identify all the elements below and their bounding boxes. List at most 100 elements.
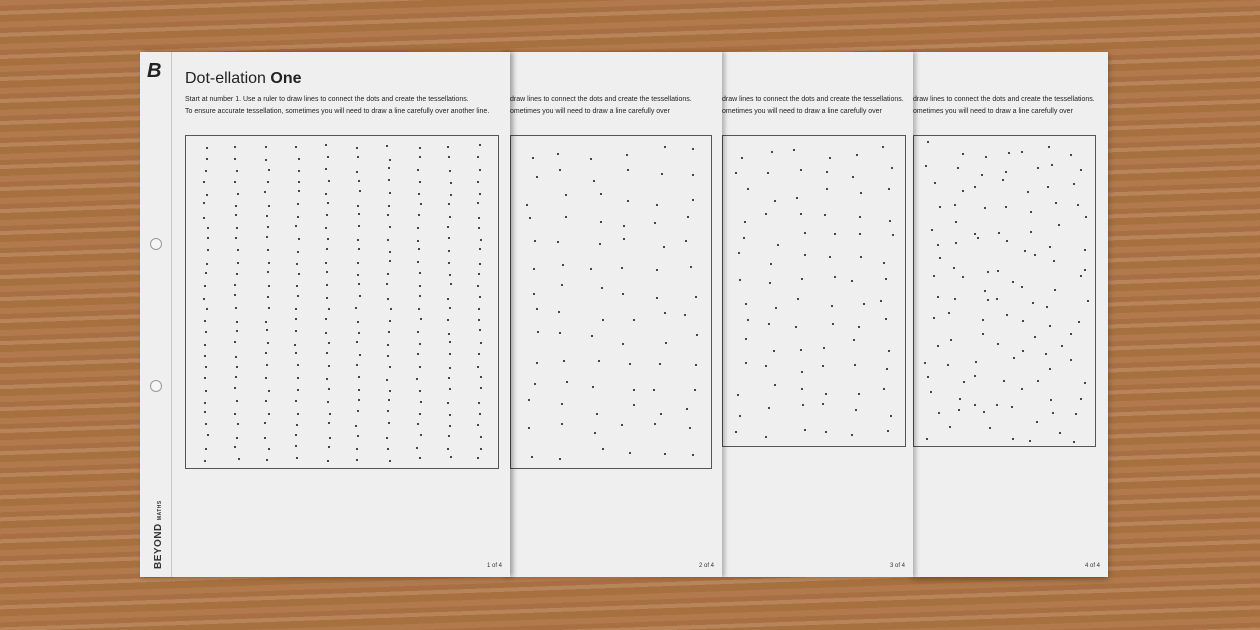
dot	[236, 423, 239, 426]
dot	[591, 386, 594, 389]
dot	[739, 279, 742, 282]
dot	[234, 213, 237, 216]
dot	[418, 343, 421, 346]
dot	[204, 422, 207, 425]
dot	[356, 341, 359, 344]
title-text: Dot-ellation	[185, 70, 266, 87]
dot	[295, 263, 298, 266]
dot	[297, 158, 300, 161]
dot	[389, 307, 392, 310]
dot	[267, 180, 269, 183]
dot	[205, 308, 208, 311]
dot	[962, 275, 965, 278]
dot	[324, 144, 327, 147]
dot	[295, 434, 298, 437]
dot	[800, 278, 803, 280]
dot	[236, 320, 239, 323]
dot	[853, 338, 856, 341]
dot-grid	[185, 135, 499, 469]
dot	[1001, 178, 1004, 181]
dot	[1007, 152, 1010, 155]
dot	[418, 213, 421, 216]
dot	[663, 312, 666, 315]
dot	[1054, 201, 1057, 204]
dot	[1052, 412, 1055, 415]
dot	[358, 389, 361, 392]
dot	[695, 295, 698, 298]
dot	[419, 295, 422, 297]
dot	[477, 318, 480, 321]
dot	[981, 319, 984, 322]
dot	[1076, 203, 1079, 206]
dot	[387, 204, 390, 207]
dot	[235, 376, 238, 379]
dot	[930, 229, 933, 232]
dot	[923, 362, 926, 365]
dot	[478, 402, 481, 405]
dot	[800, 169, 803, 172]
dot	[663, 246, 666, 249]
dot	[834, 275, 837, 278]
dot	[204, 170, 207, 173]
dot	[532, 156, 535, 159]
worksheet-page-1: B BEYOND MATHS Dot-ellation One Start at …	[140, 52, 510, 577]
dot	[477, 456, 480, 459]
dot	[690, 265, 693, 268]
dot	[737, 252, 740, 255]
dot	[235, 227, 238, 230]
dot	[858, 393, 861, 396]
dot	[207, 248, 210, 251]
dot	[852, 176, 855, 179]
dot	[1030, 231, 1033, 234]
dot	[855, 409, 858, 412]
dot	[449, 424, 452, 427]
worksheet-page-3: draw lines to connect the dots and creat…	[722, 52, 913, 577]
dot	[479, 248, 481, 251]
dot	[389, 319, 392, 322]
worksheet-page-4: draw lines to connect the dots and creat…	[913, 52, 1108, 577]
dot	[419, 285, 422, 288]
dot	[476, 156, 479, 159]
dot	[536, 361, 539, 364]
dot	[1029, 211, 1032, 214]
dot	[829, 256, 832, 259]
dot	[734, 431, 737, 434]
dot	[356, 204, 359, 207]
dot	[265, 236, 268, 239]
dot	[926, 375, 929, 378]
dot	[446, 298, 449, 301]
dot	[745, 362, 748, 365]
dot	[1022, 320, 1025, 323]
dot	[1052, 259, 1055, 262]
dot	[684, 314, 687, 317]
dot	[205, 366, 208, 369]
dot	[892, 233, 895, 236]
dot	[355, 307, 358, 310]
dot	[1078, 320, 1081, 323]
dot	[296, 295, 299, 298]
dot	[1002, 380, 1005, 383]
dot	[831, 305, 834, 308]
punch-hole	[150, 238, 162, 250]
dot	[294, 318, 297, 321]
dot	[325, 214, 328, 217]
dot	[236, 330, 239, 333]
dot	[985, 156, 988, 159]
dot	[881, 145, 884, 148]
dot	[324, 318, 327, 321]
dot	[745, 338, 748, 341]
dot	[235, 169, 238, 172]
dot	[267, 307, 270, 310]
dot	[387, 179, 390, 182]
dot	[327, 400, 330, 403]
dot	[1075, 412, 1078, 415]
dot	[955, 242, 958, 245]
dot	[418, 413, 421, 416]
dot	[448, 261, 451, 264]
dot	[204, 271, 207, 274]
dot	[1023, 250, 1026, 253]
dot	[264, 436, 267, 439]
dot	[1010, 405, 1013, 408]
dot	[622, 293, 625, 296]
dot	[267, 285, 270, 288]
